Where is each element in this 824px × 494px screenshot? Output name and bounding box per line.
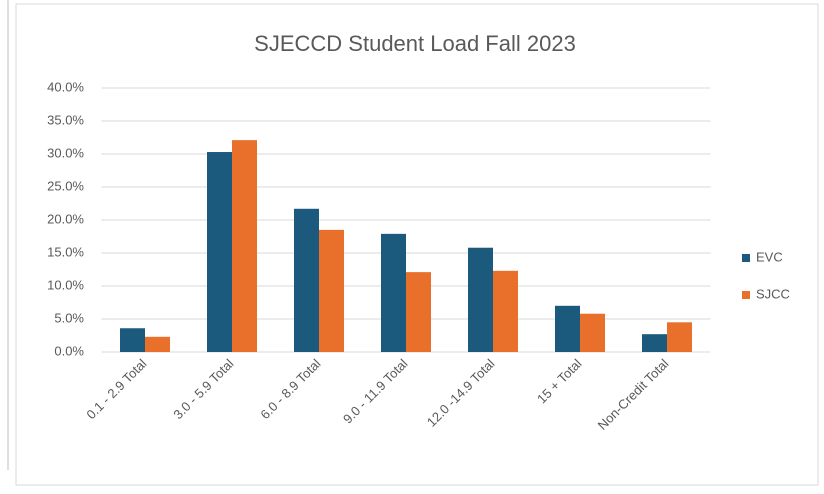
bar	[381, 233, 406, 352]
bar	[145, 336, 170, 352]
legend-swatch	[742, 254, 750, 262]
legend-label: EVC	[756, 249, 783, 264]
y-tick-label: 20.0%	[47, 211, 84, 226]
bar	[642, 334, 667, 352]
bar	[580, 313, 605, 352]
y-tick-label: 25.0%	[47, 178, 84, 193]
chart-frame	[15, 3, 819, 486]
bar	[555, 305, 580, 352]
legend-label: SJCC	[756, 286, 790, 301]
y-tick-label: 0.0%	[54, 343, 84, 358]
bar	[468, 247, 493, 352]
bar	[406, 272, 431, 352]
y-tick-label: 5.0%	[54, 310, 84, 325]
bar	[232, 140, 257, 352]
y-tick-label: 10.0%	[47, 277, 84, 292]
y-tick-label: 30.0%	[47, 145, 84, 160]
y-tick-label: 15.0%	[47, 244, 84, 259]
y-tick-label: 35.0%	[47, 112, 84, 127]
bar	[319, 229, 344, 352]
y-tick-label: 40.0%	[47, 79, 84, 94]
bar	[207, 152, 232, 352]
chart-title: SJECCD Student Load Fall 2023	[254, 31, 576, 56]
bar	[120, 328, 145, 352]
legend-swatch	[742, 291, 750, 299]
bar	[493, 270, 518, 352]
bar	[294, 208, 319, 352]
bar	[667, 322, 692, 352]
